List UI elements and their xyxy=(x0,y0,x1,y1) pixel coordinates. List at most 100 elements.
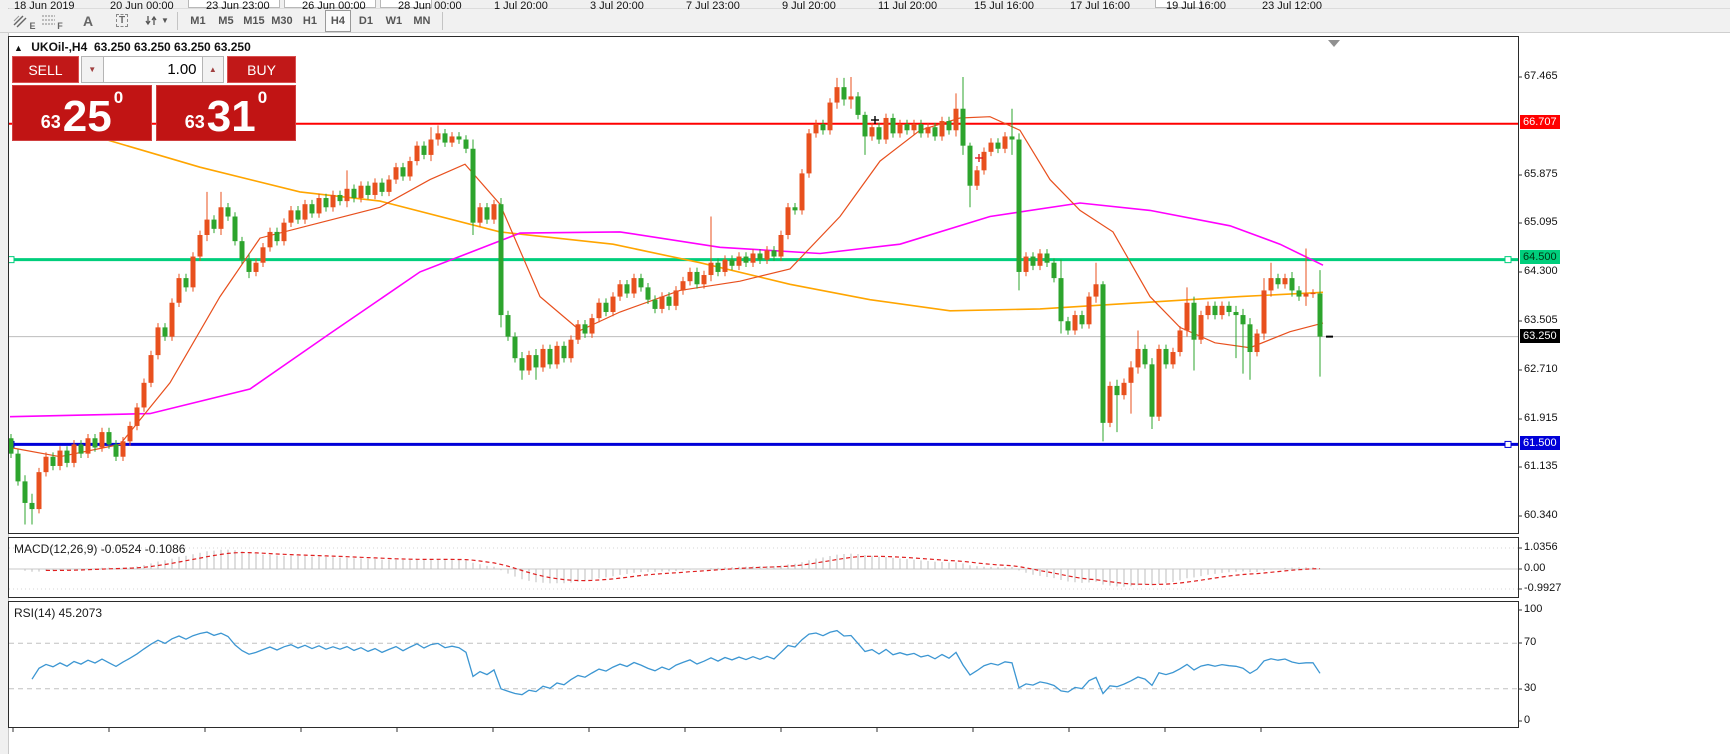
timeframe-h1[interactable]: H1 xyxy=(302,14,317,27)
price-tick-label: 62.710 xyxy=(1524,363,1558,375)
main-pane[interactable] xyxy=(8,77,1518,525)
candle-body xyxy=(1212,305,1218,316)
candle-body xyxy=(750,253,756,263)
candle-body xyxy=(407,161,413,177)
candle-body xyxy=(869,127,875,137)
candle-body xyxy=(1023,256,1029,272)
candle-body xyxy=(218,207,224,229)
candle-body xyxy=(351,188,357,199)
rsi-pane[interactable] xyxy=(9,629,1518,696)
candle-body xyxy=(505,315,511,337)
candle-body xyxy=(1128,367,1134,383)
candle-body xyxy=(988,142,994,152)
timeframe-m30[interactable]: M30 xyxy=(271,14,293,27)
fragment-box xyxy=(284,0,376,8)
toolbar-separator xyxy=(441,11,443,30)
macd-tick-label: 0.00 xyxy=(1524,562,1546,574)
candle-body xyxy=(1107,385,1113,423)
window-top-fragment xyxy=(0,0,1730,9)
candle-body xyxy=(106,432,112,445)
fibonacci-icon[interactable]: F xyxy=(42,15,63,31)
rsi-tick-label: 0 xyxy=(1524,714,1531,726)
candle-body xyxy=(729,259,735,266)
timeframe-m1[interactable]: M1 xyxy=(190,14,206,27)
pane-border xyxy=(8,36,1519,534)
candle-body xyxy=(477,207,483,223)
candle-body xyxy=(428,139,434,155)
candle-body xyxy=(841,87,847,100)
equidistant-channel-icon[interactable]: E xyxy=(11,10,37,32)
candle-body xyxy=(932,127,938,137)
time-tick-label: 1 Jul 20:00 xyxy=(494,0,548,12)
candle-body xyxy=(771,250,777,257)
sell-price-tile[interactable]: 63 25 0 xyxy=(12,85,152,141)
macd-pane[interactable] xyxy=(9,547,1518,590)
candle-body xyxy=(71,444,77,463)
candle-body xyxy=(442,133,448,143)
text-box-icon[interactable]: T xyxy=(109,10,135,32)
buy-price-tile[interactable]: 63 31 0 xyxy=(156,85,296,141)
candle-body xyxy=(834,87,840,103)
candle-body xyxy=(246,259,252,272)
candle-body xyxy=(925,127,931,134)
line-handle[interactable] xyxy=(8,256,15,264)
candle-body xyxy=(372,182,378,195)
candle-body xyxy=(694,271,700,285)
timeframe-w1[interactable]: W1 xyxy=(385,14,403,27)
candle-body xyxy=(673,290,679,306)
candle-body xyxy=(421,145,427,155)
candle-body xyxy=(169,302,175,337)
candle-body xyxy=(253,262,259,272)
candle-body xyxy=(288,210,294,223)
candle-body xyxy=(491,204,497,220)
candle-body xyxy=(1051,262,1057,279)
candle-body xyxy=(701,275,707,285)
candle-body xyxy=(883,117,889,140)
chart-shift-marker[interactable] xyxy=(1328,40,1340,47)
candle-body xyxy=(1072,315,1078,331)
candle-body xyxy=(309,204,315,214)
candle-body xyxy=(960,108,966,146)
candle-body xyxy=(806,133,812,174)
candle-body xyxy=(400,167,406,177)
candle-body xyxy=(316,198,322,214)
rsi-tick-label: 30 xyxy=(1524,682,1537,694)
candle-body xyxy=(239,241,245,260)
candle-body xyxy=(204,219,210,235)
candle-body xyxy=(92,438,98,448)
line-handle[interactable] xyxy=(1504,440,1512,448)
candle-body xyxy=(36,472,42,510)
volume-input[interactable] xyxy=(103,56,202,83)
one-click-trading-panel: SELL ▼ ▲ BUY 63 25 0 63 31 0 xyxy=(12,56,296,141)
buy-button[interactable]: BUY xyxy=(227,56,296,83)
timeframe-mn[interactable]: MN xyxy=(413,14,431,27)
volume-decrease-button[interactable]: ▼ xyxy=(80,56,104,83)
volume-increase-button[interactable]: ▲ xyxy=(201,56,225,83)
toolbar-separator xyxy=(176,11,178,30)
timeframe-m5[interactable]: M5 xyxy=(218,14,234,27)
line-handle[interactable] xyxy=(1504,256,1512,264)
arrows-icon[interactable]: ▼ xyxy=(143,10,170,32)
timeframe-m15[interactable]: M15 xyxy=(243,14,265,27)
candle-body xyxy=(610,296,616,312)
candle-body xyxy=(722,259,728,272)
candle-body xyxy=(113,444,119,457)
timeframe-h4[interactable]: H4 xyxy=(324,9,351,32)
sell-button[interactable]: SELL xyxy=(12,56,79,83)
candle-body xyxy=(967,145,973,186)
price-tick-label: 61.915 xyxy=(1524,412,1558,424)
text-label-icon[interactable]: A xyxy=(82,12,94,29)
candle-body xyxy=(533,355,539,368)
candle-body xyxy=(911,124,917,131)
collapse-icon[interactable]: ▲ xyxy=(14,43,23,53)
moving-average xyxy=(9,116,1324,458)
candle-body xyxy=(15,453,21,482)
candle-body xyxy=(813,124,819,134)
candle-body xyxy=(456,136,462,140)
candle-body xyxy=(1142,348,1148,365)
candle-body xyxy=(848,96,854,100)
candle-body xyxy=(1030,256,1036,266)
timeframe-d1[interactable]: D1 xyxy=(358,14,373,27)
